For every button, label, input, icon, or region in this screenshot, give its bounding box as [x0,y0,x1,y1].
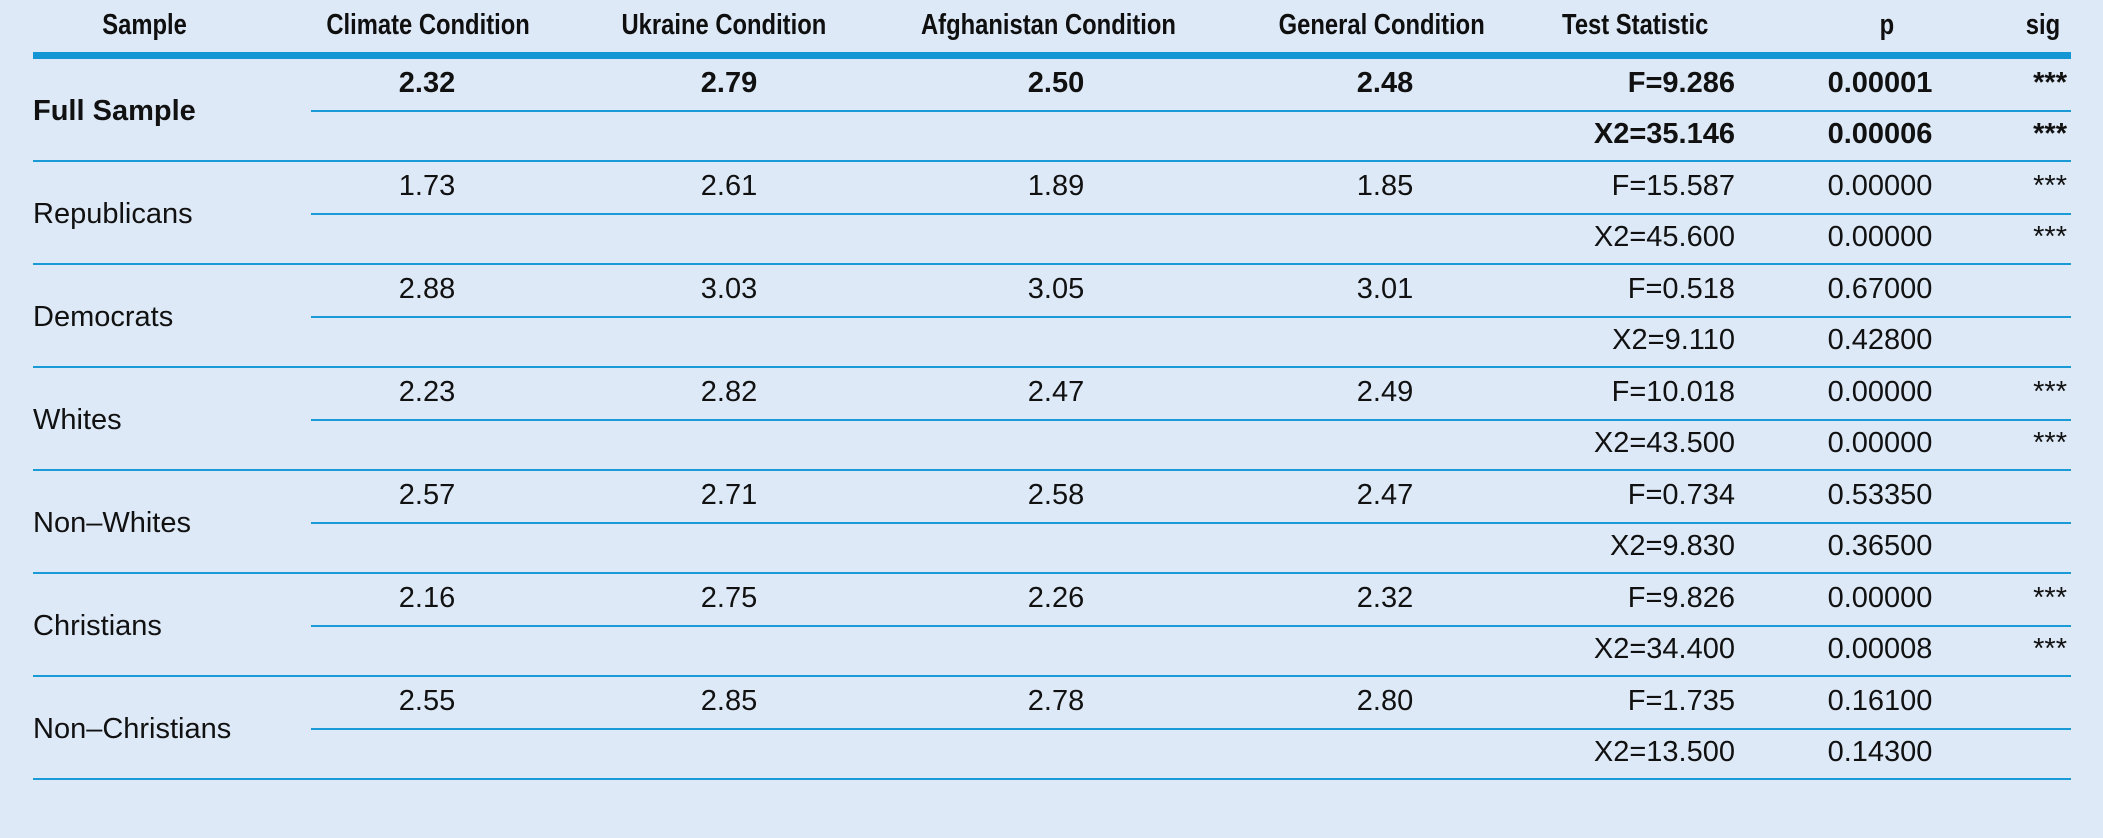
f-test-statistic: F=15.587 [1611,170,1735,202]
x2-significance: *** [2033,221,2067,253]
f-p-value: 0.16100 [1827,685,1933,717]
afghanistan-value: 2.47 [1027,376,1085,408]
ukraine-value: 2.85 [700,685,758,717]
general-value: 2.49 [1356,376,1414,408]
row-divider [311,625,2071,627]
f-test-statistic: F=9.286 [1627,67,1735,99]
f-p-value: 0.00000 [1827,376,1933,408]
sample-group: Democrats 2.88 3.03 3.05 3.01 F=0.518 0.67000 X… [33,265,2071,368]
sample-group: Full Sample 2.32 2.79 2.50 2.48 F=9.286 0.0000… [33,59,2071,162]
table-body: Full Sample 2.32 2.79 2.50 2.48 F=9.286 0.0000… [33,59,2071,780]
climate-value: 2.88 [398,273,456,305]
f-test-statistic: F=0.734 [1627,479,1735,511]
sample-name: Republicans [33,198,193,230]
x2-significance: *** [2033,633,2067,665]
sample-group: Non–Christians 2.55 2.85 2.78 2.80 F=1.735 0.1… [33,677,2071,780]
row-divider [311,213,2071,215]
general-value: 2.32 [1356,582,1414,614]
x2-p-value: 0.36500 [1827,530,1933,562]
x2-p-value: 0.14300 [1827,736,1933,768]
f-p-value: 0.00001 [1827,67,1933,99]
x2-test-statistic: X2=34.400 [1593,633,1735,665]
header-ukraine-condition: Ukraine Condition [621,9,827,41]
sample-name: Non–Whites [33,507,191,539]
row-divider [311,316,2071,318]
general-value: 1.85 [1356,170,1414,202]
f-test-statistic: F=0.518 [1627,273,1735,305]
afghanistan-value: 2.26 [1027,582,1085,614]
x2-significance: *** [2033,118,2067,150]
x2-p-value: 0.00000 [1827,221,1933,253]
f-significance: *** [2033,67,2067,99]
general-value: 2.47 [1356,479,1414,511]
ukraine-value: 2.75 [700,582,758,614]
x2-test-statistic: X2=35.146 [1593,118,1735,150]
f-significance: *** [2033,170,2067,202]
header-afghanistan-condition: Afghanistan Condition [920,9,1176,41]
x2-p-value: 0.00000 [1827,427,1933,459]
sample-group: Whites 2.23 2.82 2.47 2.49 F=10.018 0.00000 ***… [33,368,2071,471]
climate-value: 2.23 [398,376,456,408]
header-sample: Sample [102,9,187,41]
climate-value: 2.16 [398,582,456,614]
sample-name: Christians [33,610,162,642]
header-climate-condition: Climate Condition [326,9,530,41]
x2-p-value: 0.42800 [1827,324,1933,356]
general-value: 2.48 [1356,67,1414,99]
general-value: 2.80 [1356,685,1414,717]
climate-value: 2.55 [398,685,456,717]
ukraine-value: 3.03 [700,273,758,305]
ukraine-value: 2.82 [700,376,758,408]
x2-test-statistic: X2=9.830 [1610,530,1735,562]
afghanistan-value: 2.58 [1027,479,1085,511]
f-p-value: 0.53350 [1827,479,1933,511]
f-test-statistic: F=9.826 [1627,582,1735,614]
x2-p-value: 0.00008 [1827,633,1933,665]
ukraine-value: 2.79 [700,67,758,99]
f-test-statistic: F=10.018 [1611,376,1735,408]
header-test-statistic: Test Statistic [1562,9,1709,41]
row-divider [311,522,2071,524]
afghanistan-value: 2.50 [1027,67,1085,99]
climate-value: 2.57 [398,479,456,511]
f-p-value: 0.00000 [1827,582,1933,614]
f-test-statistic: F=1.735 [1627,685,1735,717]
f-p-value: 0.00000 [1827,170,1933,202]
f-significance: *** [2033,582,2067,614]
sample-group: Christians 2.16 2.75 2.26 2.32 F=9.826 0.00000… [33,574,2071,677]
x2-test-statistic: X2=9.110 [1612,324,1735,356]
results-table: Sample Climate Condition Ukraine Conditi… [33,0,2071,780]
sample-group: Non–Whites 2.57 2.71 2.58 2.47 F=0.734 0.53350… [33,471,2071,574]
header-p: p [1879,9,1895,41]
table-header: Sample Climate Condition Ukraine Conditi… [33,0,2071,59]
afghanistan-value: 3.05 [1027,273,1085,305]
x2-significance: *** [2033,427,2067,459]
row-divider [311,110,2071,112]
general-value: 3.01 [1356,273,1414,305]
afghanistan-value: 1.89 [1027,170,1085,202]
climate-value: 2.32 [398,67,456,99]
f-significance: *** [2033,376,2067,408]
sample-name: Non–Christians [33,713,232,745]
row-divider [311,728,2071,730]
sample-group: Republicans 1.73 2.61 1.89 1.85 F=15.587 0.000… [33,162,2071,265]
row-divider [311,419,2071,421]
afghanistan-value: 2.78 [1027,685,1085,717]
x2-test-statistic: X2=43.500 [1593,427,1735,459]
ukraine-value: 2.71 [700,479,758,511]
header-sig: sig [2025,9,2061,41]
f-p-value: 0.67000 [1827,273,1933,305]
climate-value: 1.73 [398,170,456,202]
sample-name: Democrats [33,301,174,333]
ukraine-value: 2.61 [700,170,758,202]
x2-test-statistic: X2=13.500 [1593,736,1735,768]
sample-name: Whites [33,404,122,436]
header-general-condition: General Condition [1278,9,1485,41]
x2-p-value: 0.00006 [1827,118,1933,150]
x2-test-statistic: X2=45.600 [1593,221,1735,253]
sample-name: Full Sample [33,95,196,127]
